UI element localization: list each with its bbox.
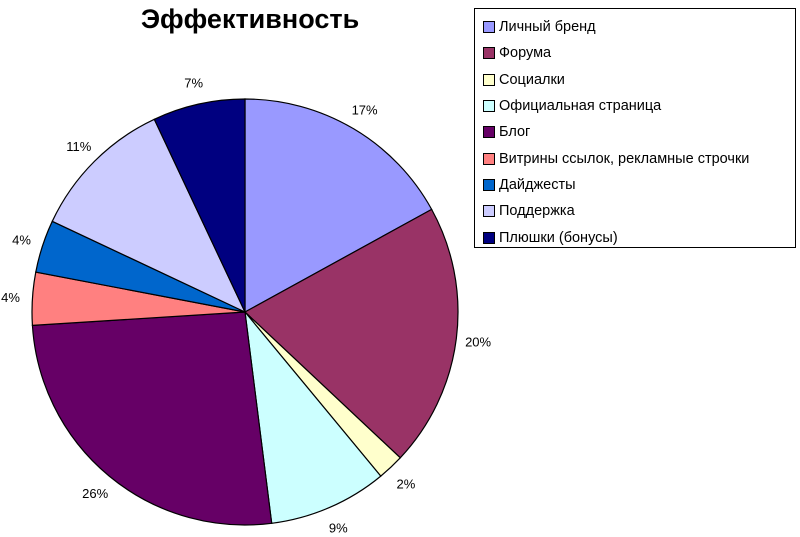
legend-label: Витрины ссылок, рекламные строчки <box>499 150 750 167</box>
slice-percent-label: 4% <box>1 290 20 305</box>
slice-percent-label: 17% <box>352 103 378 118</box>
legend-swatch <box>483 100 495 113</box>
slice-percent-label: 2% <box>397 476 416 491</box>
slice-percent-label: 26% <box>82 486 108 501</box>
pie-slice <box>243 208 459 459</box>
legend-swatch <box>483 126 495 139</box>
pie-slice <box>31 311 273 526</box>
chart-title: Эффективность <box>140 4 360 34</box>
legend-item: Плюшки (бонусы) <box>483 224 795 250</box>
legend-label: Форума <box>499 45 552 62</box>
legend-item: Личный бренд <box>483 14 795 40</box>
legend-swatch <box>483 73 495 86</box>
legend-item: Официальная страница <box>483 93 795 119</box>
slice-percent-label: 20% <box>465 335 491 350</box>
legend-label: Социалки <box>499 71 565 88</box>
pie-slice <box>153 98 246 313</box>
legend-item: Витрины ссылок, рекламные строчки <box>483 145 795 171</box>
pie-slice <box>244 98 433 314</box>
legend-swatch <box>483 231 495 244</box>
legend-swatch <box>483 47 495 60</box>
legend-swatch <box>483 205 495 218</box>
legend-swatch <box>483 178 495 191</box>
legend-label: Дайджесты <box>499 176 576 193</box>
legend-item: Форума <box>483 40 795 66</box>
legend-item: Социалки <box>483 67 795 93</box>
slice-percent-label: 11% <box>66 139 91 154</box>
legend: Личный бренд Форума Социалки Официальная ст… <box>474 8 796 248</box>
slice-percent-label: 4% <box>12 232 31 247</box>
legend-item: Поддержка <box>483 198 795 224</box>
legend-label: Поддержка <box>499 203 575 220</box>
pie-slice <box>51 118 247 314</box>
slice-percent-label: 9% <box>329 521 348 536</box>
slice-percent-label: 7% <box>184 76 203 91</box>
legend-label: Блог <box>499 124 531 141</box>
legend-label: Плюшки (бонусы) <box>499 229 618 246</box>
legend-label: Официальная страница <box>499 98 662 115</box>
legend-label: Личный бренд <box>499 19 596 36</box>
legend-swatch <box>483 21 495 34</box>
legend-item: Блог <box>483 119 795 145</box>
pie-slice <box>244 310 382 524</box>
legend-swatch <box>483 152 495 165</box>
legend-item: Дайджесты <box>483 172 795 198</box>
